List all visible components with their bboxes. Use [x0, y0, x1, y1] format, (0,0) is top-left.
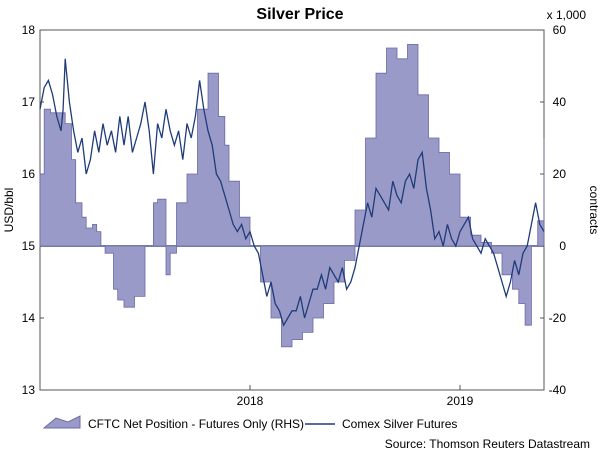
legend: CFTC Net Position - Futures Only (RHS) C…	[42, 415, 457, 431]
left-tick-label: 17	[22, 95, 36, 109]
left-tick-label: 18	[22, 23, 36, 37]
right-tick-label: -20	[549, 311, 567, 325]
legend-label-cftc: CFTC Net Position - Futures Only (RHS)	[88, 417, 304, 431]
left-axis: 13 14 15 16 17 18	[22, 23, 44, 397]
right-tick-label: 0	[559, 239, 566, 253]
x-axis: 2018 2019	[237, 385, 474, 408]
left-tick-label: 13	[22, 383, 36, 397]
right-tick-label: -40	[549, 383, 567, 397]
right-tick-label: 60	[553, 23, 567, 37]
chart-title: Silver Price	[256, 6, 343, 23]
source-note: Source: Thomson Reuters Datastream	[385, 437, 590, 451]
right-tick-label: 20	[553, 167, 567, 181]
right-tick-label: 40	[553, 95, 567, 109]
left-tick-label: 14	[22, 311, 36, 325]
right-axis: -40 -20 0 20 40 60	[540, 23, 566, 397]
right-axis-label: contracts	[587, 186, 600, 235]
left-tick-label: 16	[22, 167, 36, 181]
left-axis-label: USD/bbl	[2, 188, 16, 233]
plot-area	[39, 29, 545, 391]
legend-label-silver: Comex Silver Futures	[342, 417, 457, 431]
cftc-net-position-area	[39, 44, 545, 348]
comex-silver-futures-line	[39, 58, 545, 327]
left-tick-label: 15	[22, 239, 36, 253]
x-tick-label: 2018	[237, 394, 264, 408]
right-axis-multiplier: x 1,000	[547, 8, 587, 22]
x-tick-label: 2019	[447, 394, 474, 408]
legend-area-swatch	[42, 415, 81, 429]
